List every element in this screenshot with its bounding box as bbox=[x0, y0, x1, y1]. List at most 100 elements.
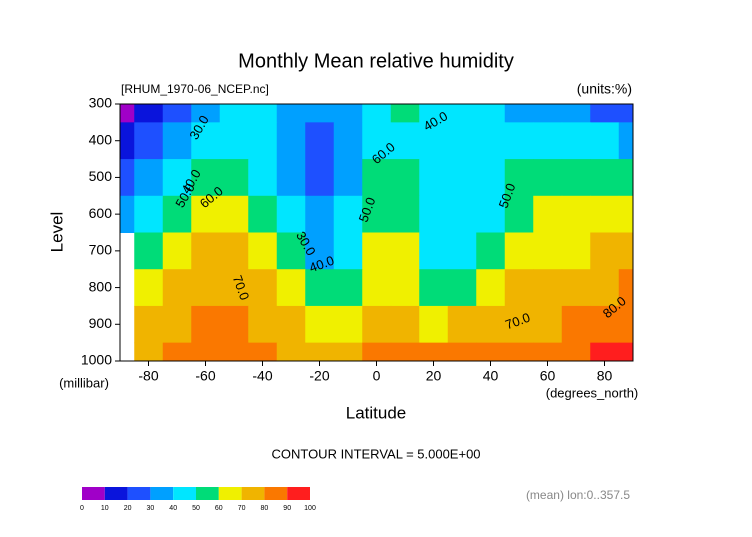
contour-cell bbox=[134, 269, 164, 307]
contour-cell bbox=[248, 269, 278, 307]
contour-cell bbox=[561, 104, 591, 123]
x-tick-label: -20 bbox=[309, 368, 329, 384]
contour-cell bbox=[561, 269, 591, 307]
colorbar-label: 20 bbox=[124, 505, 132, 512]
contour-cell bbox=[476, 232, 506, 270]
contour-cell bbox=[162, 122, 192, 160]
contour-cell bbox=[419, 104, 449, 123]
contour-cell bbox=[219, 104, 249, 123]
colorbar-box bbox=[127, 487, 151, 500]
contour-cell bbox=[618, 232, 634, 270]
contour-cell bbox=[390, 269, 420, 307]
colorbar-label: 30 bbox=[147, 505, 155, 512]
contour-cell bbox=[134, 305, 164, 344]
contour-cell bbox=[447, 232, 477, 270]
contour-cell bbox=[561, 159, 591, 197]
contour-cell bbox=[191, 269, 221, 307]
contour-cell bbox=[362, 305, 392, 344]
contour-cell bbox=[419, 195, 449, 233]
contour-cell bbox=[447, 104, 477, 123]
y-axis-label: Level bbox=[47, 212, 66, 253]
contour-cell bbox=[305, 122, 335, 160]
x-tick-label: -40 bbox=[252, 368, 272, 384]
contour-cell bbox=[419, 269, 449, 307]
contour-cell bbox=[476, 305, 506, 344]
contour-interval: CONTOUR INTERVAL = 5.000E+00 bbox=[271, 446, 480, 461]
contour-cell bbox=[561, 122, 591, 160]
contour-cell bbox=[590, 305, 620, 344]
contour-cell bbox=[533, 195, 563, 233]
contour-cell bbox=[476, 195, 506, 233]
contour-cell bbox=[362, 159, 392, 197]
contour-cell bbox=[162, 232, 192, 270]
contour-cell bbox=[162, 195, 192, 233]
contour-cell bbox=[447, 342, 477, 362]
colorbar-label: 0 bbox=[80, 505, 84, 512]
contour-cell bbox=[191, 342, 221, 362]
contour-cell bbox=[476, 122, 506, 160]
contour-cell bbox=[248, 122, 278, 160]
contour-cell bbox=[533, 269, 563, 307]
colorbar-box bbox=[241, 487, 265, 500]
contour-cell bbox=[305, 232, 335, 270]
contour-cell bbox=[120, 159, 135, 197]
x-axis-unit: (degrees_north) bbox=[546, 385, 639, 400]
contour-cell bbox=[590, 232, 620, 270]
contour-cell bbox=[191, 122, 221, 160]
colorbar-label: 80 bbox=[261, 505, 269, 512]
colorbar-label: 60 bbox=[215, 505, 223, 512]
colorbar-label: 50 bbox=[192, 505, 200, 512]
colorbar-label: 100 bbox=[304, 505, 316, 512]
contour-cell bbox=[362, 195, 392, 233]
x-tick-label: 40 bbox=[483, 368, 499, 384]
contour-cell bbox=[333, 342, 363, 362]
contour-cell bbox=[305, 269, 335, 307]
y-tick-label: 400 bbox=[89, 131, 113, 147]
contour-cell bbox=[362, 269, 392, 307]
contour-cell bbox=[248, 305, 278, 344]
contour-cell bbox=[419, 122, 449, 160]
contour-cell bbox=[504, 195, 534, 233]
contour-cell bbox=[191, 195, 221, 233]
colorbar-box bbox=[104, 487, 128, 500]
contour-cell bbox=[533, 305, 563, 344]
y-axis-unit: (millibar) bbox=[59, 375, 109, 390]
contour-cell bbox=[561, 232, 591, 270]
contour-cell bbox=[191, 159, 221, 197]
contour-cell bbox=[162, 305, 192, 344]
contour-cell bbox=[447, 269, 477, 307]
contour-cell bbox=[504, 342, 534, 362]
contour-cell bbox=[362, 232, 392, 270]
contour-cell bbox=[476, 104, 506, 123]
y-tick-label: 600 bbox=[89, 205, 113, 221]
contour-cell bbox=[561, 342, 591, 362]
x-axis-label: Latitude bbox=[346, 403, 407, 422]
contour-cell bbox=[618, 269, 634, 307]
colorbar-box bbox=[150, 487, 174, 500]
contour-cell bbox=[419, 232, 449, 270]
contour-cell bbox=[248, 232, 278, 270]
contour-cell bbox=[504, 232, 534, 270]
contour-cell bbox=[120, 104, 135, 123]
colorbar-label: 90 bbox=[283, 505, 291, 512]
contour-cell bbox=[561, 195, 591, 233]
contour-cell bbox=[476, 159, 506, 197]
contour-cell bbox=[134, 232, 164, 270]
contour-cell bbox=[590, 122, 620, 160]
contour-cell bbox=[447, 122, 477, 160]
contour-cell bbox=[447, 195, 477, 233]
contour-cell bbox=[305, 104, 335, 123]
contour-cell bbox=[447, 159, 477, 197]
contour-cell bbox=[390, 122, 420, 160]
contour-cell bbox=[248, 195, 278, 233]
contour-cell bbox=[390, 305, 420, 344]
contour-cell bbox=[419, 342, 449, 362]
contour-cell bbox=[219, 195, 249, 233]
contour-cell bbox=[618, 195, 634, 233]
contour-cell bbox=[134, 195, 164, 233]
contour-cell bbox=[276, 269, 306, 307]
contour-cell bbox=[191, 104, 221, 123]
contour-cell bbox=[333, 269, 363, 307]
y-tick-label: 900 bbox=[89, 315, 113, 331]
contour-cell bbox=[419, 159, 449, 197]
